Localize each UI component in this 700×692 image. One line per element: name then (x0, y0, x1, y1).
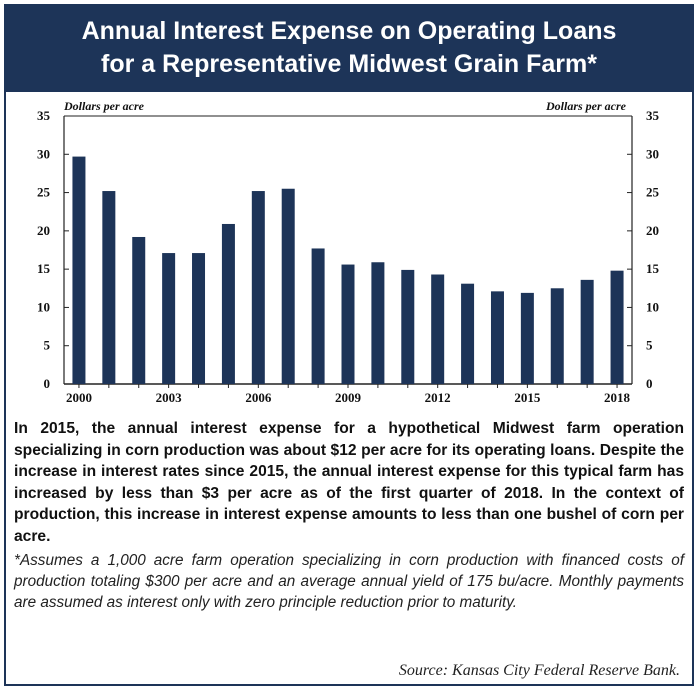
bar-2009 (341, 264, 355, 384)
y-tick-label-right: 25 (646, 185, 660, 200)
title-banner: Annual Interest Expense on Operating Loa… (6, 6, 692, 92)
title-line-2: for a Representative Midwest Grain Farm* (101, 50, 597, 78)
bar-2018 (610, 270, 624, 384)
y-tick-label-left: 35 (37, 108, 51, 123)
x-tick-label-2015: 2015 (514, 390, 541, 405)
bar-2002 (132, 236, 146, 384)
y-tick-label-right: 10 (646, 299, 659, 314)
bar-2010 (371, 262, 385, 384)
bar-2013 (461, 283, 475, 384)
bar-2005 (221, 223, 235, 384)
source-credit: Source: Kansas City Federal Reserve Bank… (398, 662, 680, 679)
y-tick-label-left: 25 (37, 185, 51, 200)
bar-2011 (401, 269, 415, 384)
y-axis-label-left: Dollars per acre (63, 99, 145, 113)
y-tick-label-right: 5 (646, 338, 653, 353)
bar-2016 (550, 288, 564, 384)
bar-2012 (431, 274, 445, 384)
y-tick-label-right: 0 (646, 376, 653, 391)
y-tick-label-right: 35 (646, 108, 660, 123)
y-tick-label-right: 20 (646, 223, 659, 238)
y-tick-label-left: 15 (37, 261, 51, 276)
y-tick-label-right: 15 (646, 261, 660, 276)
bar-2004 (192, 253, 206, 384)
y-tick-label-right: 30 (646, 146, 659, 161)
footnote: *Assumes a 1,000 acre farm operation spe… (14, 552, 684, 611)
bar-2008 (311, 248, 325, 384)
x-tick-label-2000: 2000 (66, 390, 92, 405)
chart-description: In 2015, the annual interest expense for… (14, 420, 684, 545)
bar-2006 (251, 191, 265, 384)
bar-chart: 0 0 5 5 10 10 15 15 20 20 25 25 30 30 35 35 2000 2003 2006… (37, 99, 660, 405)
bar-2000 (72, 156, 86, 384)
x-tick-label-2012: 2012 (425, 390, 451, 405)
x-tick-label-2003: 2003 (156, 390, 183, 405)
bar-2017 (580, 279, 594, 384)
y-tick-label-left: 5 (44, 338, 51, 353)
x-tick-label-2009: 2009 (335, 390, 362, 405)
y-axis-label-right: Dollars per acre (545, 99, 627, 113)
bar-2014 (490, 291, 504, 384)
bar-2001 (102, 191, 116, 384)
y-tick-label-left: 20 (37, 223, 50, 238)
bar-2007 (281, 188, 295, 384)
title-line-1: Annual Interest Expense on Operating Loa… (81, 17, 617, 45)
y-tick-label-left: 30 (37, 146, 50, 161)
x-tick-label-2006: 2006 (245, 390, 272, 405)
infographic-frame: Annual Interest Expense on Operating Loa… (4, 4, 694, 686)
y-tick-label-left: 0 (44, 376, 51, 391)
x-tick-label-2018: 2018 (604, 390, 631, 405)
bar-2003 (162, 253, 176, 384)
y-tick-label-left: 10 (37, 299, 50, 314)
bar-2015 (520, 292, 534, 384)
